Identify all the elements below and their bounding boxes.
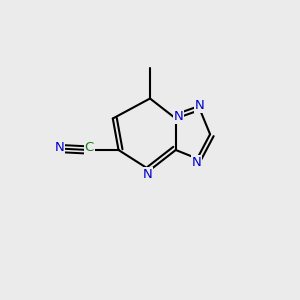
Text: C: C (85, 141, 94, 154)
Text: N: N (194, 99, 204, 112)
Text: N: N (55, 141, 65, 154)
Text: N: N (143, 167, 153, 181)
Text: N: N (192, 156, 202, 169)
Text: N: N (174, 110, 184, 123)
Text: N: N (194, 99, 204, 112)
Text: C: C (85, 141, 94, 154)
Text: N: N (174, 110, 184, 123)
Text: N: N (192, 156, 202, 169)
Text: N: N (143, 167, 153, 181)
Text: N: N (55, 141, 65, 154)
